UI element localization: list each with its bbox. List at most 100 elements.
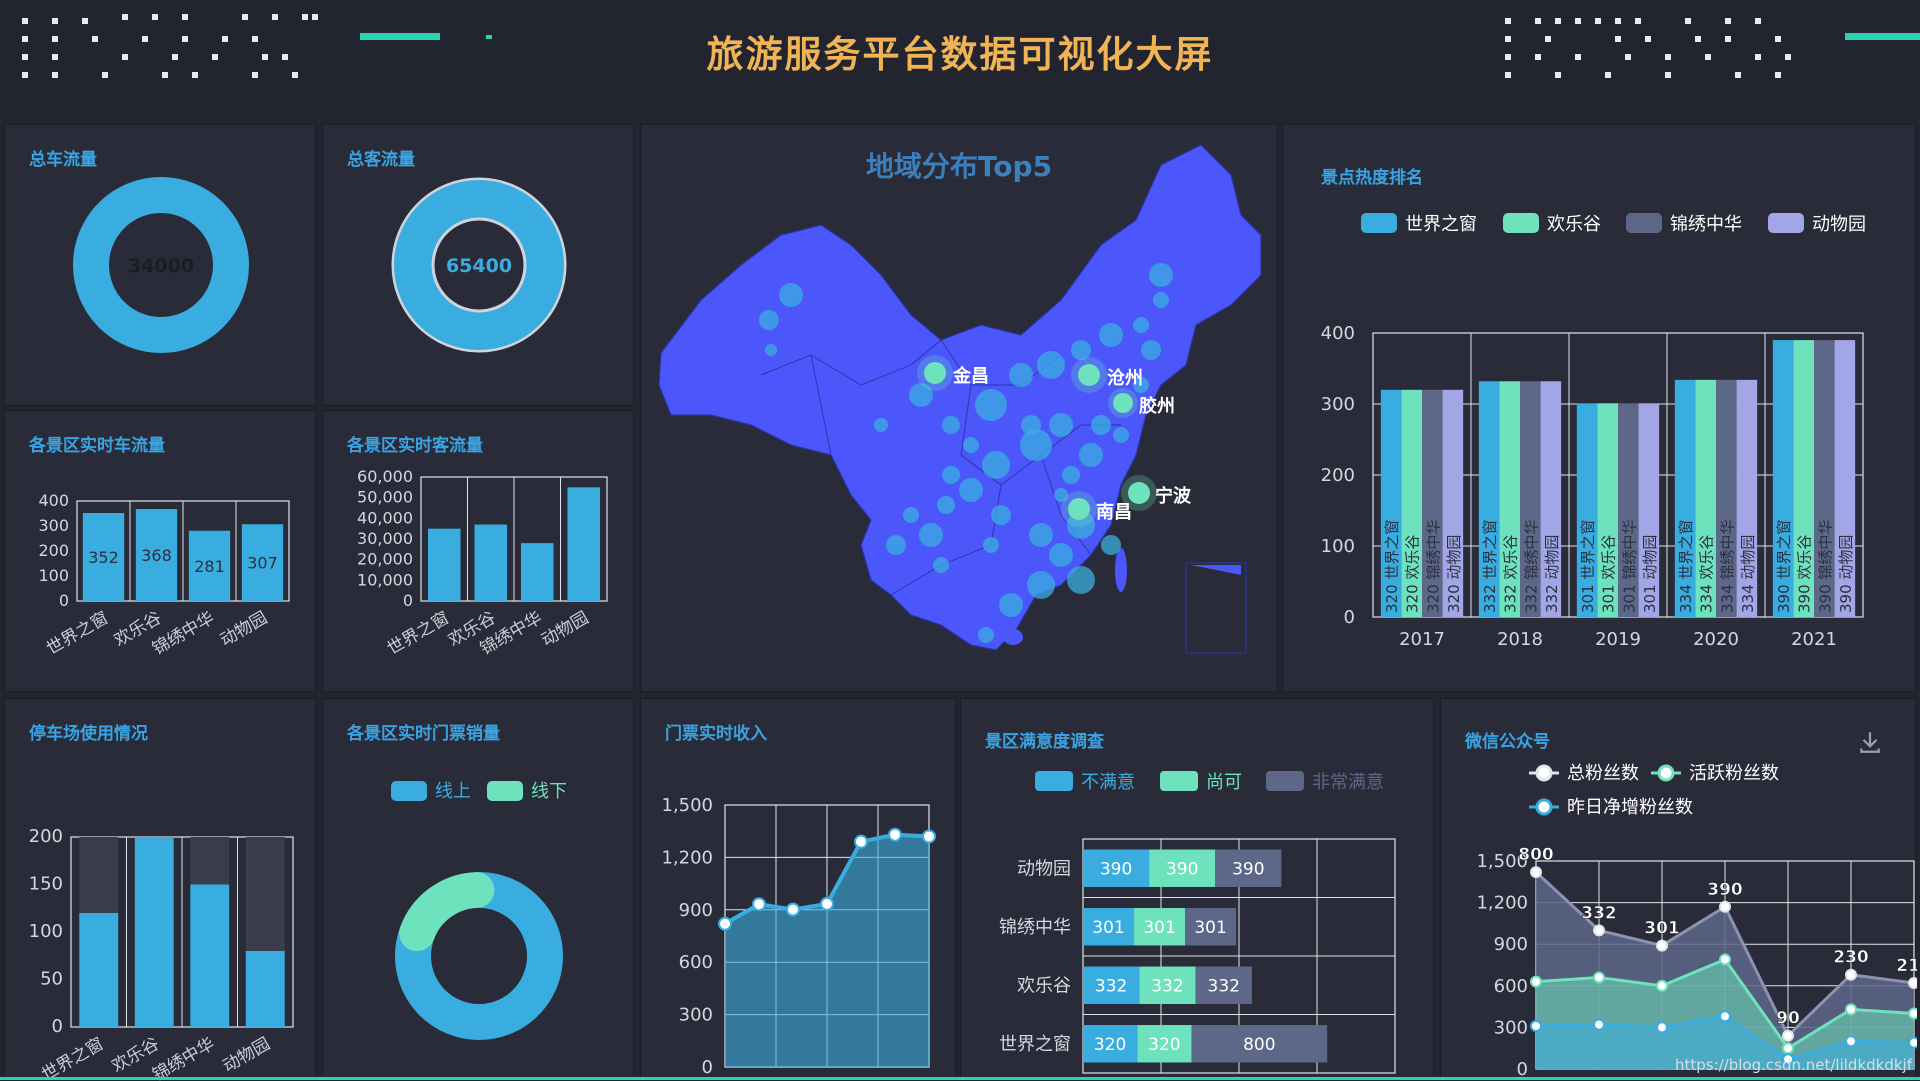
header-dot (252, 72, 258, 78)
bar-value-label: 334 锦绣中华 (1718, 520, 1736, 613)
china-map: 金昌 沧州 胶州 宁波 南昌 (658, 144, 1262, 654)
data-point (1845, 1035, 1857, 1048)
map-bubble (1079, 443, 1103, 467)
map-bubble (1067, 566, 1095, 594)
data-point (1908, 977, 1917, 990)
panel-total-passengers: 总客流量 65400 (322, 124, 634, 406)
y-tick-label: 200 (38, 541, 69, 560)
y-tick-label: 600 (679, 952, 713, 973)
header-dot (162, 72, 168, 78)
bar-value-label: 390 (1166, 859, 1198, 879)
bar (1793, 340, 1814, 617)
map-bubble (978, 627, 994, 643)
data-point (1908, 1036, 1917, 1049)
map-bubble (1029, 523, 1053, 547)
data-point (1719, 953, 1731, 966)
header-dot (52, 72, 58, 78)
y-tick-label: 1,500 (1476, 851, 1528, 872)
bar (567, 487, 601, 601)
bar (1674, 379, 1696, 617)
header-dot (1725, 18, 1731, 24)
bar-value-label: 800 (1243, 1035, 1275, 1055)
y-tick-label: 100 (1321, 536, 1355, 557)
map-bubble (909, 383, 933, 407)
header: 旅游服务平台数据可视化大屏 (0, 0, 1920, 112)
data-point (1530, 975, 1542, 988)
header-dot (1545, 36, 1551, 42)
data-point (1719, 900, 1731, 913)
map-internal-borders (760, 339, 1121, 596)
total-cars-donut: 34000 (73, 177, 249, 353)
map-bubble (1049, 413, 1073, 437)
header-dot (182, 14, 188, 20)
total-passengers-value: 65400 (446, 255, 512, 277)
data-point (786, 902, 800, 917)
y-tick-label: 100 (38, 566, 69, 585)
bar (134, 837, 174, 1027)
city-label: 胶州 (1139, 395, 1175, 417)
map-bubble (983, 537, 999, 553)
map-bubble (942, 416, 960, 434)
header-dot (1635, 18, 1641, 24)
legend-swatch (1768, 213, 1804, 233)
panel-title: 各景区实时车流量 (29, 436, 165, 456)
legend-marker (1535, 798, 1553, 816)
panel-parking: 停车场使用情况 0 50 100 150 200 世界之窗 欢乐谷 锦绣中华 动物园 (4, 698, 316, 1081)
x-tick-label: 2021 (1791, 629, 1837, 650)
panel-passenger-flow: 各景区实时客流量 0 10,000 20,000 30,000 40,000 50,000… (322, 410, 634, 692)
taiwan-shape (1115, 548, 1127, 592)
bar-segment (1134, 908, 1186, 946)
header-dot (102, 72, 108, 78)
bar (82, 513, 125, 601)
y-tick-label: 200 (29, 826, 63, 847)
legend-label: 尚可 (1206, 772, 1242, 793)
data-label: 90 (1776, 1009, 1800, 1029)
map-bubble (1133, 377, 1149, 393)
bar-segment (1185, 908, 1237, 946)
data-point (1908, 1007, 1917, 1020)
map-bubble (1091, 415, 1111, 435)
data-point (1845, 968, 1857, 981)
header-dot (1555, 18, 1561, 24)
legend-marker (1535, 764, 1553, 782)
bar-value-label: 390 动物园 (1837, 535, 1855, 613)
header-dot (312, 14, 318, 20)
legend-label: 欢乐谷 (1547, 214, 1601, 235)
data-point (1593, 1018, 1605, 1031)
map-bubble (1049, 543, 1073, 567)
bar-value-label: 390 世界之窗 (1775, 520, 1793, 613)
y-tick-label: 900 (1494, 934, 1528, 955)
map-shape (658, 144, 1262, 651)
header-dot (1575, 54, 1581, 60)
bar-value-label: 301 (1092, 918, 1124, 938)
data-label: 800 (1518, 845, 1554, 865)
panel-car-flow: 各景区实时车流量 0 100 200 300 400 352 世界之窗 368 欢乐谷 281 锦绣… (4, 410, 316, 692)
header-accent-right (1845, 33, 1920, 40)
header-dot (142, 36, 148, 42)
data-point (718, 916, 732, 931)
legend-marker (1657, 764, 1675, 782)
legend-swatch (1503, 213, 1539, 233)
download-icon[interactable] (1857, 729, 1883, 755)
data-label: 230 (1833, 948, 1869, 968)
header-dot (1785, 54, 1791, 60)
header-dot (1775, 36, 1781, 42)
panel-title: 门票实时收入 (665, 724, 767, 744)
header-dot (1605, 72, 1611, 78)
bar-value-label: 320 (1148, 1035, 1180, 1055)
bar-value-label: 334 欢乐谷 (1698, 535, 1716, 613)
donut-inner-border (431, 217, 527, 313)
header-dot (1505, 18, 1511, 24)
bar-value-label: 332 欢乐谷 (1502, 535, 1520, 613)
y-tick-label: 0 (702, 1057, 713, 1078)
pie-slice (395, 872, 563, 1040)
header-dot (22, 36, 28, 42)
header-dot (152, 14, 158, 20)
x-tick-label: 世界之窗 (43, 608, 112, 659)
x-tick-label: 动物园 (538, 608, 592, 651)
y-tick-label: 0 (59, 591, 69, 610)
y-tick-label: 1,500 (661, 795, 713, 816)
y-tick-label: 1,200 (1476, 893, 1528, 914)
header-dots-right (1505, 14, 1805, 84)
